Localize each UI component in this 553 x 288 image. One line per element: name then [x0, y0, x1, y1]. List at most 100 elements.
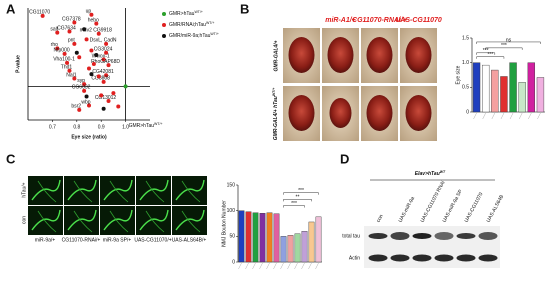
legend-label-sup: WT/+ [210, 32, 218, 36]
bar [527, 62, 535, 113]
data-point [84, 94, 89, 99]
lane-label: UAS-CG11070 [464, 191, 485, 223]
data-point [77, 55, 82, 60]
significance-bracket [485, 47, 523, 50]
bar [280, 236, 287, 263]
significance-label: *** [298, 188, 304, 194]
data-point [82, 82, 87, 87]
blot-title: Elav>hTauWT [415, 170, 446, 177]
y-tick-label: 100 [227, 208, 236, 214]
significance-label: *** [501, 43, 507, 49]
y-axis-label: NMJ Bouton Number [221, 200, 227, 247]
significance-bracket [476, 52, 496, 55]
legend-marker [162, 23, 166, 27]
nmj-photo [172, 206, 207, 235]
data-point [87, 103, 91, 108]
x-tick [280, 262, 284, 270]
eye [405, 95, 432, 131]
nmj-stain [37, 180, 57, 203]
point-label: CG6032 [72, 85, 91, 91]
panel-letter: D [340, 151, 349, 166]
x-tick [509, 112, 514, 120]
row-label: con [21, 216, 27, 224]
blot-band [368, 233, 388, 239]
blot-band [478, 232, 498, 240]
blot-band [478, 254, 498, 262]
x-tick [287, 262, 291, 270]
y-tick-label: 1.0 [462, 60, 469, 66]
data-point [72, 41, 77, 46]
x-tick [519, 112, 523, 120]
data-point [67, 29, 72, 34]
bar [482, 64, 490, 113]
point-label: up [86, 9, 92, 15]
bar [273, 213, 280, 263]
eye [366, 37, 393, 73]
y-tick-label: 150 [227, 182, 236, 188]
eye [327, 37, 354, 73]
data-point [104, 41, 109, 46]
blot-band [390, 254, 410, 262]
legend-label-base: GMR/RNAi;hTau [169, 22, 206, 28]
bar [252, 212, 259, 263]
significance-label: *** [291, 201, 297, 207]
panel-letter: A [6, 1, 16, 16]
lane-label: con [376, 213, 385, 223]
data-point [87, 66, 91, 71]
row-label: Actin [349, 255, 360, 261]
y-tick-label: 0 [232, 259, 235, 265]
point-label: CG8808 [91, 76, 110, 82]
nmj-stain [67, 179, 97, 201]
nmj-stain [37, 210, 57, 233]
point-label: DsxL, CadN [90, 38, 117, 44]
data-point [89, 12, 94, 17]
blot-band [456, 254, 476, 262]
point-label: Nal1 [66, 72, 77, 78]
data-point [104, 73, 109, 78]
data-point [123, 84, 128, 89]
nmj-stain [139, 209, 169, 231]
nmj-photo [172, 176, 207, 205]
bar [259, 213, 266, 263]
lane-label: UAS-ALS64B [486, 193, 506, 223]
nmj-photo [28, 176, 63, 205]
data-point [82, 88, 87, 93]
point-label: hebo [88, 18, 99, 24]
point-label: rho [51, 42, 58, 48]
significance-label: *** [487, 52, 493, 58]
row-label: total tau [342, 233, 360, 239]
significance-bracket [283, 192, 319, 195]
x-tick [482, 112, 486, 120]
data-point [91, 62, 96, 66]
blot-membrane [364, 226, 500, 268]
point-label: salt [50, 26, 58, 32]
significance-bracket [476, 41, 541, 44]
legend-label-sup: WT/+ [194, 10, 202, 14]
point-label: bsr2 [71, 104, 81, 110]
bar [294, 233, 301, 263]
annotation: GMR>hTauWT/+ [129, 122, 163, 129]
row-label: GMR-GAL4/+ [273, 40, 279, 71]
point-label: CG11070 [29, 10, 50, 16]
bar [266, 212, 273, 263]
x-tick [537, 112, 541, 120]
bar [536, 77, 545, 113]
data-point [99, 93, 104, 98]
bar [238, 210, 245, 263]
nmj-stain [31, 209, 61, 231]
x-tick-label: 1.0 [122, 124, 129, 130]
nmj-stain [31, 179, 61, 201]
nmj-stain [145, 210, 165, 233]
blot-band [412, 254, 432, 262]
bar [308, 221, 315, 263]
legend-label-base: GMR/miR-9a;hTau [169, 33, 211, 39]
x-tick-label: 0.7 [49, 124, 56, 130]
nmj-stain [139, 179, 169, 201]
significance-bracket [476, 56, 505, 59]
nmj-stain [109, 180, 129, 203]
row-label-sup: WT/+ [272, 88, 276, 96]
blot-band [368, 254, 388, 262]
data-point [67, 68, 72, 73]
data-point [62, 51, 67, 56]
data-point [106, 98, 111, 103]
